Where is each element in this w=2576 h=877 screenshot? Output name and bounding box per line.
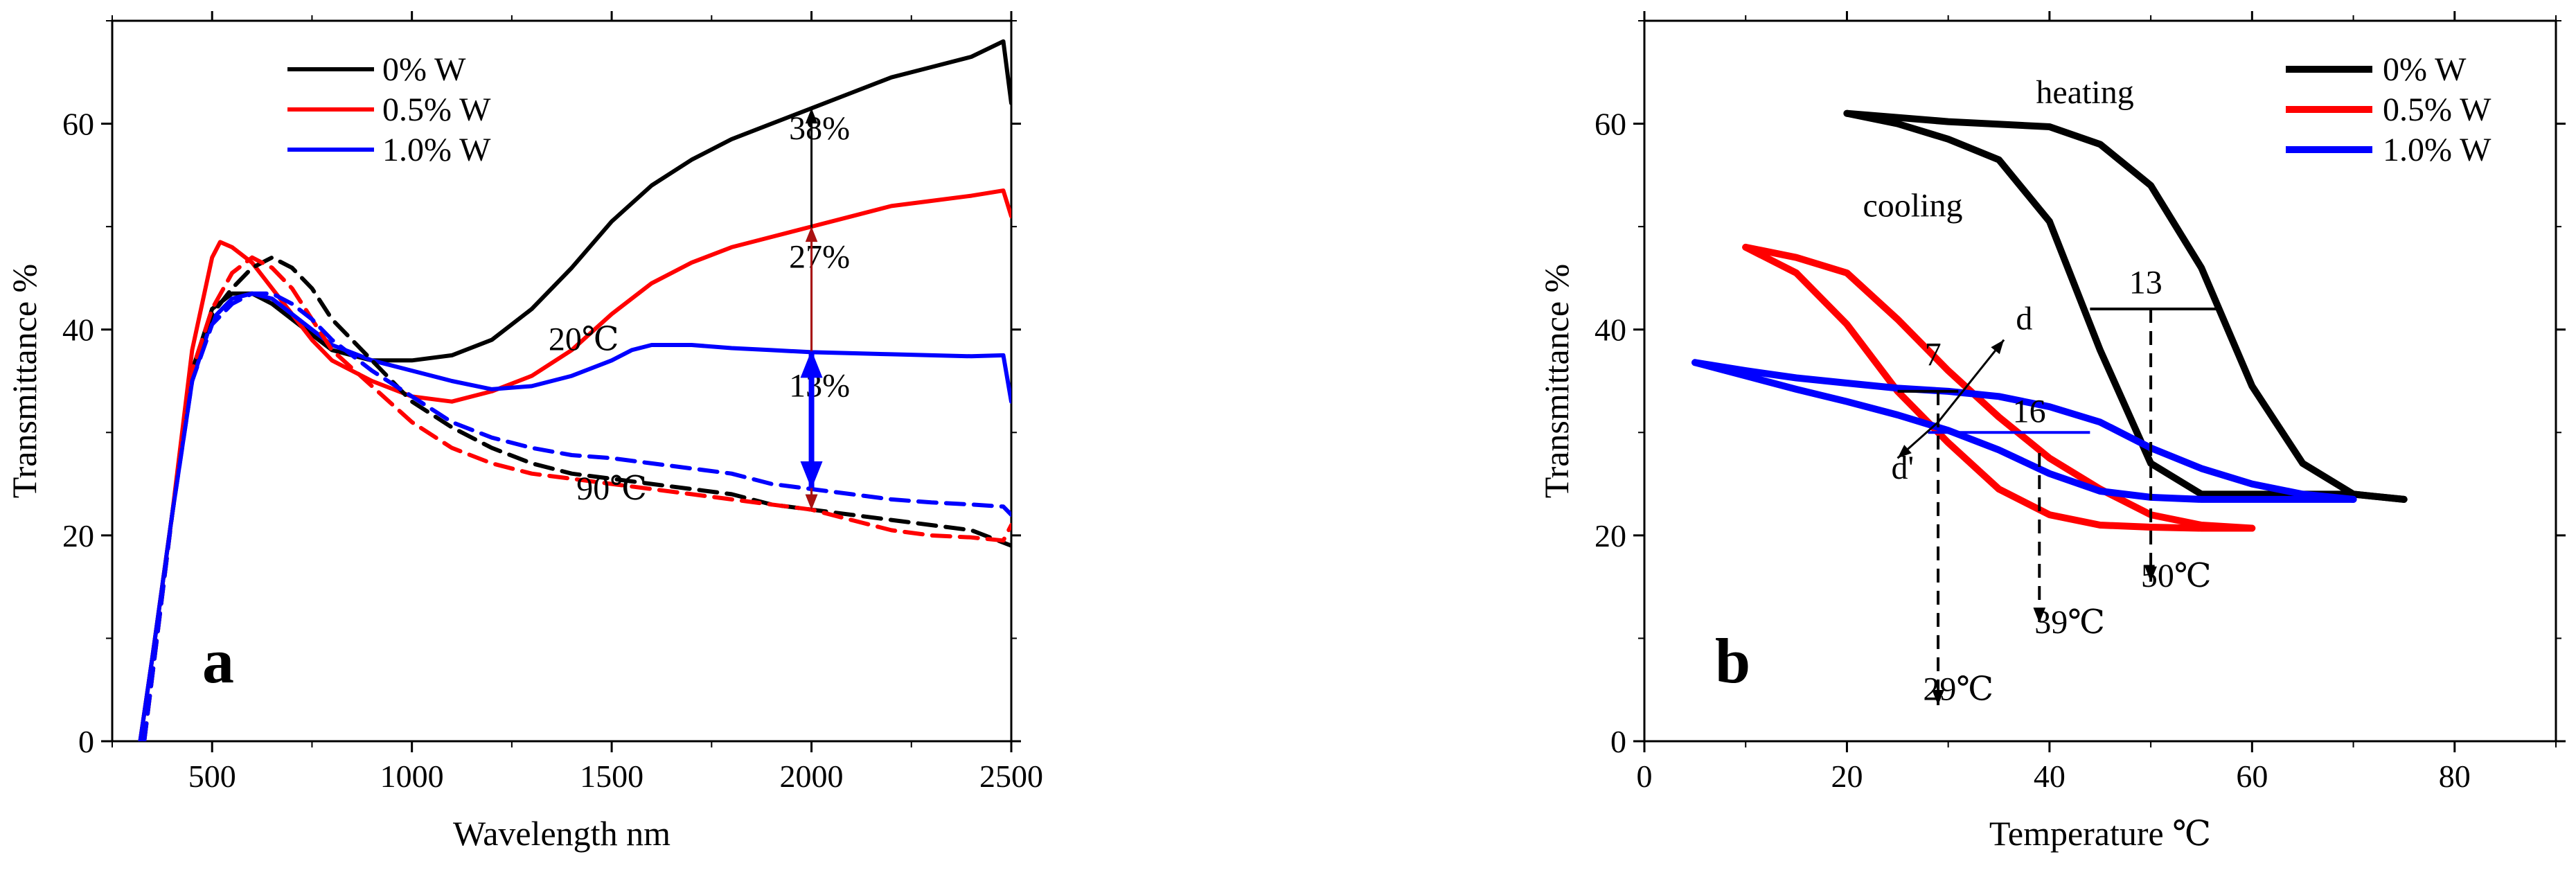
legend-entry: 0.5% W	[2383, 91, 2491, 128]
panel-b: 0 20 40 60 80 0 20 40 60 Temperature ℃ Transmittan…	[1537, 11, 2566, 853]
panel-a-series	[138, 39, 1011, 741]
arrow-head	[1897, 445, 1912, 459]
annotation-label: heating	[2036, 74, 2133, 111]
annotation-label: cooling	[1863, 187, 1962, 224]
legend-entry: 0% W	[2383, 51, 2467, 88]
arrow-head	[805, 108, 818, 124]
panel-label: b	[1715, 626, 1750, 696]
arrow-head	[805, 227, 818, 242]
series-line-0-20	[138, 39, 1011, 741]
x-axis-label: Wavelength nm	[453, 814, 670, 853]
series-line-0-90	[142, 255, 1011, 741]
x-axis-label: Temperature ℃	[1989, 814, 2211, 853]
arrow-head	[800, 461, 823, 489]
annotation-label: 27%	[789, 239, 850, 276]
panel-a-annotations: 0% W0.5% W1.0% W20℃90℃38%27%13%	[287, 51, 850, 510]
y-tick-label: 0	[78, 724, 94, 759]
arrow-head	[1932, 690, 1944, 705]
annotation-label: 38%	[789, 110, 850, 147]
series-line-05-90	[142, 255, 1011, 741]
y-tick-label: 40	[1595, 312, 1626, 348]
annotation-label: 13	[2129, 265, 2162, 301]
x-tick-label: 1500	[580, 759, 643, 794]
y-tick-label: 40	[62, 312, 94, 348]
annotation-label: 39℃	[2034, 604, 2105, 641]
x-tick-label: 20	[1831, 759, 1863, 794]
y-tick-label: 60	[62, 107, 94, 142]
x-tick-label: 60	[2236, 759, 2268, 794]
annotation-label: 20℃	[549, 321, 619, 357]
arrow-head	[2144, 566, 2157, 582]
panel-label: a	[202, 626, 234, 696]
x-tick-label: 80	[2439, 759, 2471, 794]
plot-frame	[1643, 19, 2557, 743]
plot-frame	[111, 19, 1013, 743]
series-line-10-90	[142, 291, 1011, 741]
y-tick-label: 20	[1595, 518, 1626, 553]
series-line-0-cooling	[1843, 109, 2408, 503]
series-line-10-20	[138, 291, 1011, 741]
panel-a-frame: 500 1000 1500 2000 2500 0 20 40 60 Wavelength nm T…	[5, 11, 1043, 853]
annotation-label: 29℃	[1923, 671, 1993, 708]
panel-b-series	[1691, 109, 2408, 532]
y-axis-label: Transmittance %	[5, 264, 44, 498]
legend-entry: 0% W	[382, 51, 466, 88]
series-line-05-cooling	[1742, 243, 2256, 532]
x-tick-label: 2500	[979, 759, 1043, 794]
arrow-head	[800, 350, 823, 378]
series-line-10-cooling	[1691, 359, 2357, 503]
arrow-head	[1991, 339, 2005, 355]
legend-entry: 1.0% W	[2383, 132, 2491, 168]
x-tick-label: 40	[2034, 759, 2066, 794]
annotation-label: 7	[1925, 337, 1942, 373]
arrow-head	[2033, 608, 2046, 623]
pointer-d	[1937, 339, 2005, 423]
series-line-10-heating	[1691, 359, 2357, 503]
panel-a: 500 1000 1500 2000 2500 0 20 40 60 Wavelength nm T…	[5, 11, 1043, 853]
legend-entry: 1.0% W	[382, 132, 491, 168]
x-tick-label: 500	[188, 759, 236, 794]
x-tick-label: 1000	[380, 759, 444, 794]
series-line-05-heating	[1742, 243, 2256, 532]
y-tick-label: 60	[1595, 107, 1626, 142]
y-axis-label: Transmittance %	[1537, 264, 1576, 498]
panel-b-annotations: 0% W0.5% W1.0% Wheatingcooling13716dd'50…	[1863, 51, 2491, 708]
legend-entry: 0.5% W	[382, 91, 491, 128]
x-tick-label: 0	[1637, 759, 1653, 794]
panel-b-frame: 0 20 40 60 80 0 20 40 60 Temperature ℃ Transmittan…	[1537, 11, 2566, 853]
annotation-label: 90℃	[576, 470, 647, 507]
annotation-label: 16	[2013, 393, 2046, 429]
x-tick-label: 2000	[780, 759, 844, 794]
series-line-0-heating	[1843, 109, 2408, 503]
arrow-head	[805, 494, 818, 510]
y-tick-label: 0	[1610, 724, 1626, 759]
y-tick-label: 20	[62, 518, 94, 553]
series-line-05-20	[138, 188, 1011, 741]
annotation-label: d	[2016, 301, 2032, 337]
